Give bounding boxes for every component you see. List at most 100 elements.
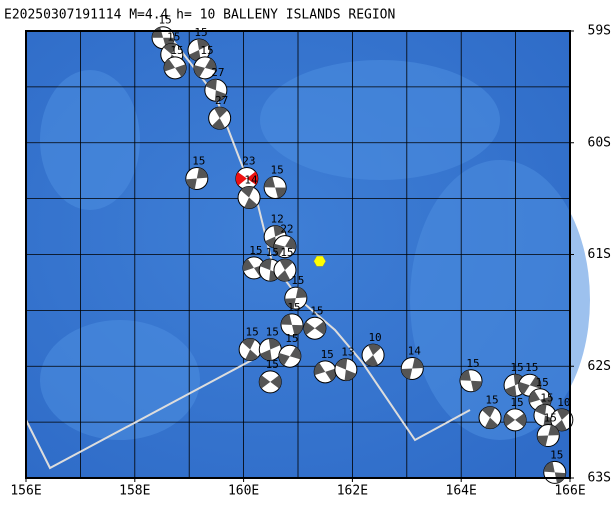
x-tick-label: 156E [10, 484, 41, 499]
focal-mechanism: 23 [235, 155, 259, 191]
compression [534, 404, 547, 416]
compression [260, 349, 272, 361]
compression [344, 369, 357, 381]
depth-label: 15 [535, 376, 548, 389]
depth-label: 14 [244, 174, 258, 187]
compression [204, 58, 216, 71]
focal-mechanism: 27 [204, 66, 228, 102]
compression [295, 287, 307, 299]
focal-mechanism: 15 [238, 325, 262, 361]
compression [275, 187, 287, 199]
depth-label: 15 [271, 163, 284, 176]
depth-label: 15 [525, 361, 538, 374]
focal-mechanism: 15 [193, 44, 217, 80]
x-tick-label: 164E [446, 484, 477, 499]
compression [518, 381, 530, 395]
compression [269, 270, 281, 282]
depth-label: 15 [246, 325, 259, 338]
focal-mechanism: 15 [258, 325, 282, 361]
depth-label: 15 [266, 358, 279, 371]
compression [259, 375, 271, 389]
compression [284, 298, 296, 309]
depth-label: 12 [271, 213, 284, 226]
focal-mechanism: 15 [151, 14, 175, 50]
depth-label: 15 [266, 246, 279, 259]
compression [211, 118, 226, 130]
focal-mechanism: 15 [263, 163, 287, 199]
y-tick-label: 59S [588, 24, 611, 39]
compression [163, 43, 177, 55]
compression [548, 424, 560, 436]
depth-label: 15 [291, 274, 304, 287]
y-tick-label: 60S [588, 135, 611, 150]
compression [303, 321, 315, 336]
depth-label: 27 [215, 94, 228, 107]
compression [246, 171, 258, 185]
compression [185, 178, 197, 190]
focal-mechanism: 15 [303, 304, 327, 340]
compression [515, 413, 527, 427]
compression [529, 376, 541, 389]
compression [241, 338, 256, 350]
x-tick-label: 166E [554, 484, 585, 499]
y-tick-label: 62S [588, 359, 611, 374]
compression [205, 79, 217, 91]
compression [368, 344, 382, 356]
depth-label: 15 [280, 246, 293, 259]
compression [189, 49, 201, 61]
focal-mechanism: 27 [208, 94, 232, 130]
depth-label: 15 [158, 14, 171, 27]
focal-mechanism: 15 [313, 348, 337, 384]
x-tick-label: 162E [337, 484, 368, 499]
compression [277, 270, 291, 282]
compression [260, 259, 272, 271]
compression [235, 172, 247, 186]
title: E20250307191114 M=4.4 h= 10 BALLENY ISLA… [4, 8, 395, 23]
focal-mechanism: 13 [334, 346, 358, 382]
compression [412, 357, 424, 369]
compression [529, 390, 541, 403]
focal-mechanism: 10 [361, 331, 385, 367]
compression [214, 107, 228, 119]
plate-boundary [25, 359, 253, 470]
compression [537, 435, 549, 447]
depth-label: 23 [242, 155, 255, 168]
depth-label: 15 [510, 396, 523, 409]
focal-mechanism: 15 [280, 301, 304, 337]
depth-label: 15 [167, 30, 180, 43]
focal-mechanism: 15 [185, 155, 209, 191]
compression [264, 176, 276, 188]
compression [214, 90, 227, 102]
depth-label: 15 [321, 348, 334, 361]
compression [244, 197, 258, 209]
compression [270, 375, 282, 389]
focal-mechanism: 15 [160, 30, 184, 66]
compression [484, 417, 499, 429]
x-tick-label: 160E [228, 484, 259, 499]
depth-label: 15 [266, 325, 279, 338]
compression [481, 406, 496, 418]
compression [240, 186, 254, 198]
compression [292, 324, 304, 336]
depth-label: 15 [550, 448, 563, 461]
compression [314, 362, 326, 376]
depth-label: 14 [408, 344, 422, 357]
compression [197, 38, 209, 50]
y-tick-label: 63S [588, 471, 611, 486]
depth-label: 15 [466, 357, 479, 370]
focal-mechanism: 15 [503, 396, 527, 432]
depth-label: 15 [310, 304, 323, 317]
compression [401, 368, 413, 380]
depth-label: 15 [287, 301, 300, 314]
depth-label: 15 [540, 391, 553, 404]
compression [279, 259, 293, 271]
depth-label: 15 [544, 412, 557, 425]
compression [242, 258, 254, 272]
focal-mechanism: 15 [163, 44, 187, 80]
compression [504, 385, 517, 397]
depth-label: 10 [557, 396, 570, 409]
compression [281, 314, 293, 325]
compression [504, 413, 516, 427]
